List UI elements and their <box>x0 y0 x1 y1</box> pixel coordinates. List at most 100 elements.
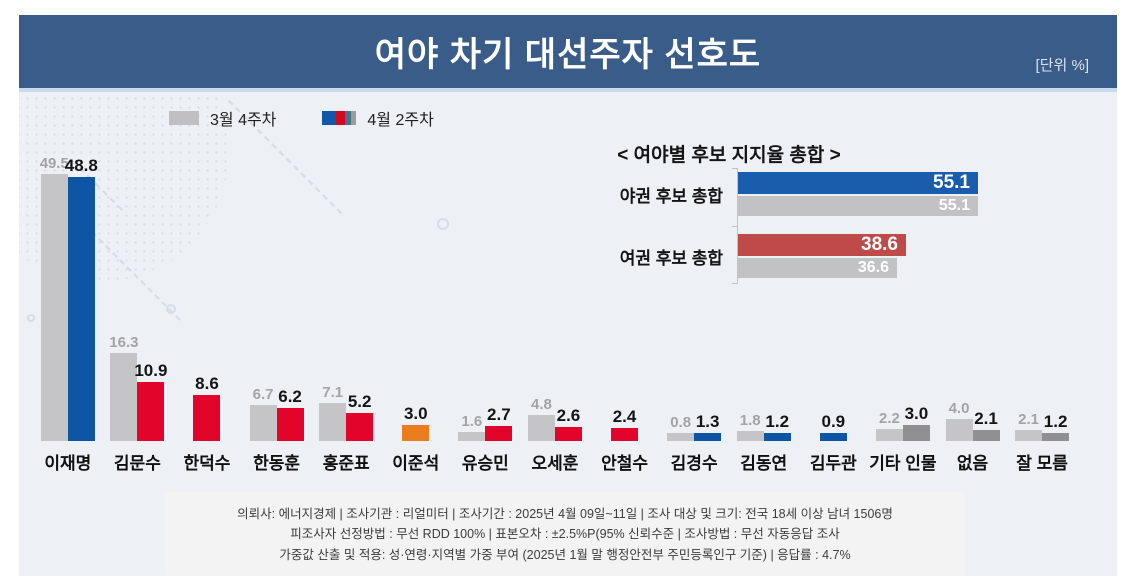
category-label: 김동연 <box>740 454 788 473</box>
decorative-ring <box>437 218 449 230</box>
bar-value-label: 2.2 <box>878 410 900 427</box>
legend-item-current-week: 4월 2주차 <box>322 106 434 130</box>
category-label: 홍준표 <box>322 454 370 473</box>
candidate-group: 2.1 1.2 잘 모름 <box>1007 152 1077 474</box>
decorative-ring <box>166 304 176 314</box>
bar-value-label: 4.8 <box>531 396 552 413</box>
candidate-group: 49.5 48.8 이재명 <box>33 152 103 474</box>
category-label: 안철수 <box>601 454 648 473</box>
category-label: 유승민 <box>461 454 509 473</box>
survey-detail-line: 피조사자 선정방법 : 무선 RDD 100% | 표본오차 : ±2.5%P(… <box>290 527 840 542</box>
category-label: 기타 인물 <box>869 454 937 473</box>
bars-row: 3.0 <box>402 152 430 441</box>
bar <box>110 353 138 441</box>
bar-value-label: 1.6 <box>461 413 483 430</box>
candidate-bar-chart: 49.5 48.8 이재명 16.3 10.9 김문수 8.6 한덕수 6.7 6.2 한동훈 7.1… <box>33 152 1077 474</box>
bar-value-label: 0.8 <box>670 414 692 431</box>
bar-unit: 1.8 <box>736 413 764 441</box>
bar-value-label: 2.1 <box>1018 411 1040 428</box>
inset-row: 야권 후보 총합 55.1 55.1 <box>589 172 1069 216</box>
bar <box>763 433 791 441</box>
bar <box>819 433 847 441</box>
inset-bar-previous: 55.1 <box>737 196 978 216</box>
bar <box>67 177 95 441</box>
bar <box>875 429 903 441</box>
legend-label-current: 4월 2주차 <box>367 112 434 129</box>
bar <box>611 428 639 441</box>
survey-detail-line: 가중값 산출 및 적용: 성·연령·지역별 가중 부여 (2025년 1월 말 … <box>279 547 851 562</box>
bar <box>945 419 973 441</box>
bar-unit: 7.1 <box>319 385 347 441</box>
bar <box>972 430 1000 441</box>
inset-bars: 55.1 55.1 <box>737 172 978 216</box>
category-label: 잘 모름 <box>1016 454 1068 473</box>
inset-bar-previous: 36.6 <box>737 258 897 278</box>
bar-unit: 10.9 <box>134 362 167 441</box>
bar-value-label: 0.9 <box>821 412 846 431</box>
bar-value-label: 6.2 <box>278 387 302 406</box>
inset-bar-current: 38.6 <box>737 234 906 256</box>
inset-row: 여권 후보 총합 38.6 36.6 <box>589 234 1069 278</box>
candidate-group: 0.9 김두관 <box>799 152 869 474</box>
bar <box>902 425 930 441</box>
chart-area: 3월 4주차 4월 2주차 49.5 48.8 이재명 16.3 10.9 김문수 8.6 한… <box>19 92 1117 576</box>
legend: 3월 4주차 4월 2주차 <box>169 106 434 130</box>
category-label: 김문수 <box>113 454 161 473</box>
bar-unit: 16.3 <box>109 335 139 441</box>
bars-row: 2.2 3.0 <box>875 152 930 441</box>
inset-axis-line <box>732 168 738 284</box>
candidate-group: 16.3 10.9 김문수 <box>103 152 173 474</box>
bar <box>736 431 764 441</box>
bar <box>137 382 165 441</box>
candidate-group: 4.0 2.1 없음 <box>938 152 1008 474</box>
legend-swatch-segment <box>345 111 352 125</box>
bars-row: 16.3 10.9 <box>109 152 167 441</box>
bars-row: 0.9 <box>819 152 847 441</box>
bar-unit: 6.2 <box>276 387 304 441</box>
category-label: 김두관 <box>809 454 857 473</box>
candidate-group: 1.8 1.2 김동연 <box>729 152 799 474</box>
bar-value-label: 8.6 <box>195 374 219 393</box>
bars-row: 1.6 2.7 <box>458 152 513 441</box>
decorative-ring <box>27 314 35 322</box>
axis-tick <box>732 283 737 284</box>
category-label: 없음 <box>956 454 989 473</box>
bar <box>249 405 277 441</box>
party-total-inset-chart: 야권 후보 총합 55.1 55.1 여권 후보 총합 38.6 36.6 <box>589 172 1069 296</box>
bar-unit: 2.6 <box>554 407 582 441</box>
bar-value-label: 1.3 <box>695 412 720 431</box>
bar-unit: 49.5 <box>40 156 69 441</box>
candidate-group: 3.0 이준석 <box>381 152 451 474</box>
title-bar: 여야 차기 대선주자 선호도 [단위 %] <box>19 15 1117 88</box>
bar-value-label: 3.0 <box>403 404 428 423</box>
bars-row: 8.6 <box>193 152 221 441</box>
bar-unit: 1.3 <box>694 412 722 441</box>
bar-unit: 5.2 <box>346 393 374 441</box>
bar-value-label: 48.8 <box>64 156 98 175</box>
bars-row: 2.1 1.2 <box>1015 152 1070 441</box>
candidate-group: 6.7 6.2 한동훈 <box>242 152 312 474</box>
header-underline <box>19 88 1117 92</box>
bar <box>554 427 582 441</box>
candidate-group: 1.6 2.7 유승민 <box>451 152 521 474</box>
legend-swatch-multicolor <box>322 111 357 125</box>
bar-unit: 0.9 <box>819 412 847 441</box>
bar <box>527 415 555 441</box>
candidate-group: 2.4 안철수 <box>590 152 660 474</box>
category-label: 이준석 <box>392 454 440 473</box>
bars-row: 0.8 1.3 <box>667 152 722 441</box>
bar-value-label: 4.0 <box>948 400 970 417</box>
axis-tick <box>732 168 737 169</box>
bar <box>346 413 374 441</box>
bar-value-label: 1.2 <box>1043 412 1068 431</box>
legend-swatch-segment <box>336 111 346 125</box>
bar-unit: 8.6 <box>193 374 221 441</box>
bars-row: 1.8 1.2 <box>736 152 791 441</box>
category-label: 이재명 <box>44 454 92 473</box>
inset-row-label: 야권 후보 총합 <box>619 186 723 206</box>
bar-unit: 6.7 <box>249 387 277 441</box>
bars-row: 4.8 2.6 <box>527 152 582 441</box>
bar <box>193 395 221 441</box>
bars-row: 49.5 48.8 <box>40 152 98 441</box>
bar-unit: 2.7 <box>485 406 513 441</box>
